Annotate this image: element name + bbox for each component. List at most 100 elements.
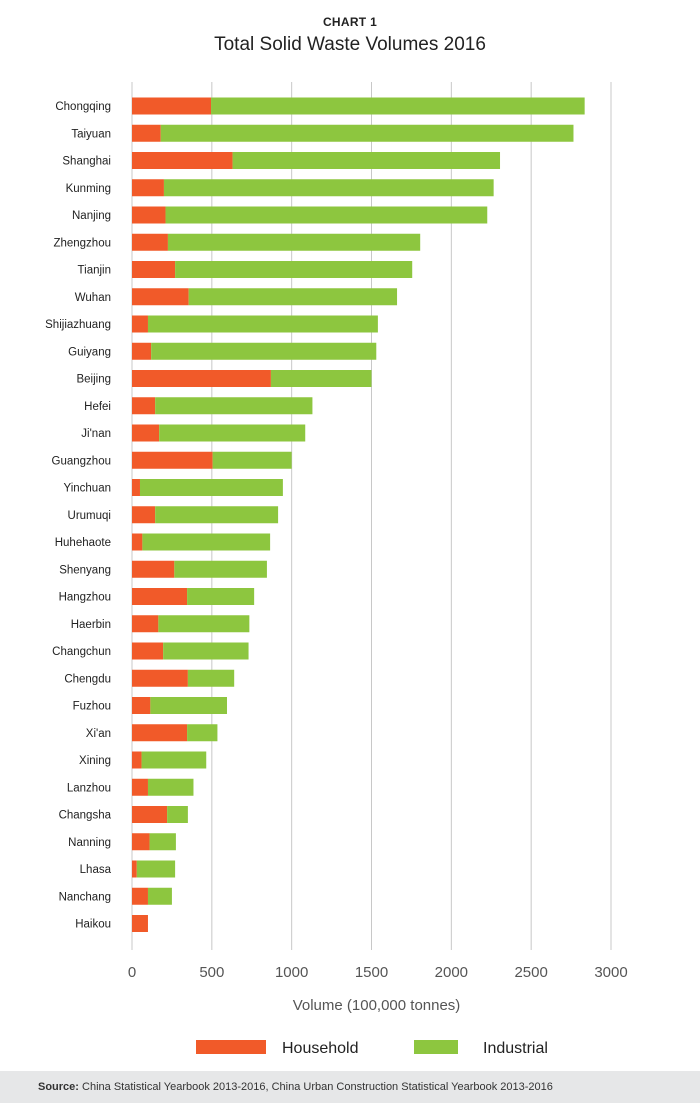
source-text: China Statistical Yearbook 2013-2016, Ch… <box>82 1081 553 1093</box>
category-label: Changsha <box>59 810 112 822</box>
category-label: Kunming <box>66 183 111 195</box>
bar-industrial <box>187 669 235 687</box>
legend-label-industrial: Industrial <box>483 1040 548 1057</box>
category-label: Hefei <box>84 401 111 413</box>
category-label: Ji'nan <box>81 428 111 440</box>
bar-household <box>132 179 164 197</box>
category-label: Hangzhou <box>59 592 111 604</box>
x-tick-label: 500 <box>199 964 224 981</box>
bar-household <box>132 669 188 687</box>
bar-industrial <box>158 615 250 633</box>
bar-household <box>132 479 140 496</box>
x-tick-label: 2000 <box>435 964 468 981</box>
bar-industrial <box>155 397 313 415</box>
bar-household <box>132 233 168 251</box>
category-label: Guiyang <box>68 346 111 358</box>
bar-household <box>132 424 160 442</box>
source-footer: Source: China Statistical Yearbook 2013-… <box>0 1071 700 1103</box>
category-label: Nanjing <box>72 210 111 222</box>
bar-industrial <box>167 806 188 823</box>
bar-household <box>132 751 142 769</box>
bar-household <box>132 778 148 796</box>
bar-industrial <box>187 588 255 605</box>
category-label: Shijiazhuang <box>45 319 111 331</box>
bar-industrial <box>136 860 176 878</box>
category-label: Wuhan <box>75 292 111 304</box>
category-label: Nanchang <box>59 891 111 903</box>
category-label: Nanning <box>68 837 111 849</box>
legend-label-household: Household <box>282 1040 359 1057</box>
source-label: Source: <box>38 1081 79 1093</box>
category-label: Yinchuan <box>63 483 111 495</box>
bar-household <box>132 915 148 932</box>
category-label: Shanghai <box>62 156 111 168</box>
category-label: Tianjin <box>78 265 111 277</box>
category-label: Haikou <box>75 919 111 931</box>
bar-industrial <box>270 370 372 387</box>
bar-household <box>132 397 156 415</box>
category-label: Urumuqi <box>68 510 111 522</box>
bar-household <box>132 206 166 224</box>
bar-household <box>132 152 233 169</box>
category-label: Xi'an <box>86 728 111 740</box>
category-label: Lanzhou <box>67 782 111 794</box>
bar-industrial <box>212 451 292 469</box>
bar-industrial <box>150 697 228 714</box>
bar-industrial <box>147 887 172 905</box>
bar-industrial <box>151 342 377 360</box>
chart-plot: 0 500 1000 1500 2000 2500 3000 Chongqing Taiyuan… <box>45 82 628 1057</box>
bar-household <box>132 370 271 387</box>
bar-household <box>132 615 159 633</box>
category-label: Shenyang <box>59 564 111 576</box>
category-label: Beijing <box>76 374 111 386</box>
category-label: Xining <box>79 755 111 767</box>
category-label: Haerbin <box>71 619 111 631</box>
bar-household <box>132 642 164 660</box>
bar-industrial <box>175 261 413 278</box>
bar-household <box>132 451 213 469</box>
category-label: Guangzhou <box>52 455 111 467</box>
bar-industrial <box>163 642 249 660</box>
category-label: Chongqing <box>55 101 111 113</box>
bar-industrial <box>155 506 279 524</box>
bar-household <box>132 288 189 306</box>
x-axis-title: Volume (100,000 tonnes) <box>293 997 461 1014</box>
bar-household <box>132 342 152 360</box>
bar-household <box>132 124 161 142</box>
x-tick-label: 1500 <box>355 964 388 981</box>
x-tick-label: 0 <box>128 964 136 981</box>
bar-household <box>132 887 148 905</box>
bar-industrial <box>139 479 283 496</box>
chart-title: Total Solid Waste Volumes 2016 <box>214 34 486 55</box>
bar-industrial <box>142 533 271 551</box>
bar-household <box>132 860 137 878</box>
legend-swatch-household <box>196 1040 266 1054</box>
bar-household <box>132 560 175 578</box>
category-label: Taiyuan <box>71 128 111 140</box>
bar-household <box>132 806 168 823</box>
x-tick-label: 2500 <box>514 964 547 981</box>
category-label: Changchun <box>52 646 111 658</box>
category-label: Zhengzhou <box>53 237 111 249</box>
bar-industrial <box>211 97 585 115</box>
bar-household <box>132 833 150 851</box>
bar-household <box>132 315 148 333</box>
bar-household <box>132 724 188 742</box>
bar-industrial <box>163 179 494 197</box>
category-label: Lhasa <box>80 864 112 876</box>
category-label: Chengdu <box>64 673 111 685</box>
bar-industrial <box>188 288 398 306</box>
bar-industrial <box>167 233 421 251</box>
bar-household <box>132 506 156 524</box>
bar-industrial <box>141 751 207 769</box>
bar-industrial <box>165 206 488 224</box>
bar-industrial <box>147 778 194 796</box>
bar-industrial <box>160 124 574 142</box>
category-label: Huhehaote <box>55 537 111 549</box>
category-label: Fuzhou <box>73 701 111 713</box>
bar-household <box>132 97 212 115</box>
legend-swatch-industrial <box>414 1040 458 1054</box>
chart-kicker: CHART 1 <box>322 15 378 29</box>
bar-household <box>132 697 151 714</box>
bar-household <box>132 533 143 551</box>
